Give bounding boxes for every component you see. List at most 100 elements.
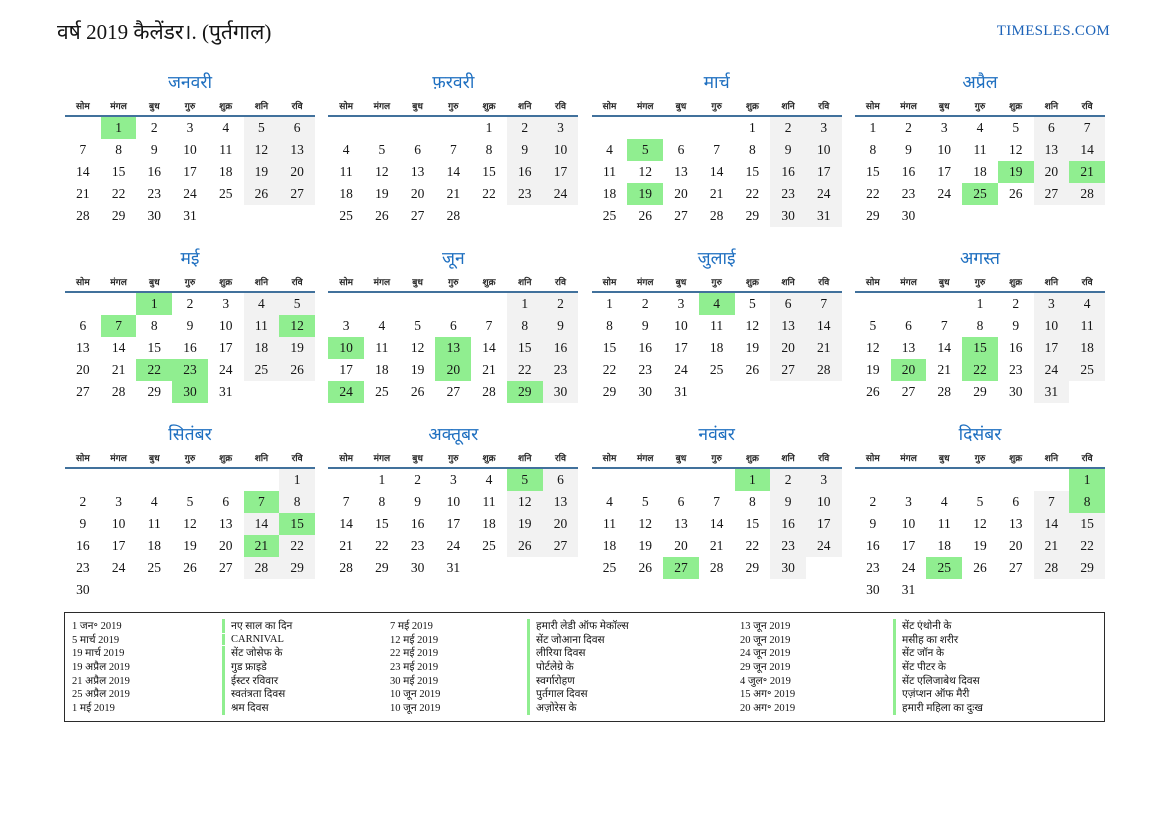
date-cell <box>855 293 891 315</box>
date-cell: 11 <box>375 340 389 355</box>
date-cell: 6 <box>279 117 315 139</box>
date-cell: 26 <box>183 560 197 575</box>
date-cell-holiday: 7 <box>243 491 280 513</box>
date-cell <box>806 381 842 403</box>
month-september: सितंबर सोम मंगल बुध गुरु शुक्र शनि रवि 1 2 3 4 5 6 7 8 9… <box>65 422 315 598</box>
date-cell <box>926 293 962 315</box>
week-row: 16 17 18 19 20 21 22 <box>855 535 1105 557</box>
legend-entry: 15 अग॰ 2019 एज़ंप्शन ऑफ मैरी <box>740 687 983 702</box>
legend-holiday-name: स्वर्गारोहण <box>527 673 740 688</box>
date-cell <box>244 469 280 491</box>
date-cell: 6 <box>1012 494 1020 509</box>
weekday-header: शनि <box>254 277 269 287</box>
date-cell: 7 <box>342 494 350 509</box>
date-cell: 18 <box>147 538 162 553</box>
date-cell: 19 <box>375 186 389 201</box>
date-cell: 12 <box>1008 142 1023 157</box>
date-cell: 31 <box>218 384 233 399</box>
weekday-header: गुरु <box>711 453 722 463</box>
weekday-header-row: सोम मंगल बुध गुरु शुक्र शनि रवि <box>328 451 579 469</box>
date-cell <box>962 579 998 601</box>
date-cell: 29 <box>111 208 126 223</box>
month-title-december: दिसंबर <box>958 424 1002 444</box>
date-cell: 22 <box>482 186 496 201</box>
date-cell: 7 <box>805 293 842 315</box>
date-cell-holiday: 7 <box>100 315 137 337</box>
date-cell: 16 <box>1008 340 1023 355</box>
date-cell: 25 <box>602 208 617 223</box>
weekday-header: गुरु <box>974 277 986 287</box>
weekday-header: बुध <box>938 453 950 463</box>
date-cell: 3 <box>1033 293 1070 315</box>
weekday-header: शुक्र <box>745 101 759 111</box>
date-cell-holiday: 23 <box>172 359 208 381</box>
date-cell: 7 <box>940 318 948 333</box>
date-cell: 14 <box>76 164 90 179</box>
weekday-header: शुक्र <box>219 277 233 287</box>
weekday-header: सोम <box>865 277 880 287</box>
weekday-header: मंगल <box>373 101 391 111</box>
date-cell <box>663 117 699 139</box>
date-cell: 31 <box>674 384 688 399</box>
week-row: 25 26 27 28 29 30 <box>592 557 842 579</box>
date-cell: 10 <box>805 491 842 513</box>
week-row: 19 20 21 22 23 24 25 <box>855 359 1105 381</box>
legend-date: 19 अप्रैल 2019 <box>72 661 130 673</box>
date-cell: 24 <box>542 183 579 205</box>
date-cell: 9 <box>770 139 806 161</box>
weekday-header: सोम <box>602 101 617 111</box>
month-title-march: मार्च <box>703 72 730 92</box>
date-cell: 30 <box>638 384 652 399</box>
date-cell: 26 <box>973 560 987 575</box>
date-cell: 6 <box>542 469 579 491</box>
date-cell <box>1069 381 1105 403</box>
date-cell <box>592 117 628 139</box>
month-june: जून सोम मंगल बुध गुरु शुक्र शनि रवि 1 2 3 4 5 6 7 8 9 10 1… <box>328 246 579 422</box>
date-cell: 4 <box>342 142 350 157</box>
weekday-header-row: सोम मंगल बुध गुरु शुक्र शनि रवि <box>591 275 842 293</box>
date-cell: 23 <box>770 183 806 205</box>
date-cell: 5 <box>186 494 194 509</box>
date-cell: 10 <box>805 139 842 161</box>
date-cell: 8 <box>279 491 315 513</box>
date-cell: 5 <box>976 494 984 509</box>
date-cell: 27 <box>1033 183 1070 205</box>
weekday-header: बुध <box>938 101 950 111</box>
week-row: 8 9 10 11 12 13 14 <box>592 315 842 337</box>
date-cell: 31 <box>446 560 461 575</box>
date-cell: 30 <box>542 381 579 403</box>
week-row: 8 9 10 11 12 13 14 <box>855 139 1105 161</box>
weekday-header: रवि <box>554 101 566 111</box>
weekday-header: रवि <box>554 277 566 287</box>
date-cell-holiday: 1 <box>136 293 173 315</box>
date-cell <box>101 293 137 315</box>
date-cell: 24 <box>805 183 842 205</box>
week-row: 28 29 30 31 <box>65 205 315 227</box>
date-cell <box>136 579 172 601</box>
date-cell <box>891 469 927 491</box>
weekday-header: रवि <box>818 101 830 111</box>
date-cell: 28 <box>76 208 90 223</box>
week-row: 18 19 20 21 22 23 24 <box>328 183 579 205</box>
site-link[interactable]: TIMESLES.COM <box>996 23 1110 39</box>
legend-date: 19 मार्च 2019 <box>72 648 125 660</box>
date-cell: 11 <box>147 516 161 531</box>
weekday-header-row: सोम मंगल बुध गुरु शुक्र शनि रवि <box>854 451 1105 469</box>
date-cell <box>244 205 280 227</box>
weekday-header: सोम <box>339 453 354 463</box>
date-cell: 14 <box>805 315 842 337</box>
date-cell: 9 <box>869 516 877 531</box>
weekday-header: बुध <box>412 277 423 287</box>
week-row: 5 6 7 8 9 10 11 <box>855 315 1105 337</box>
date-cell-holiday: 20 <box>890 359 927 381</box>
date-cell: 18 <box>937 538 952 553</box>
weekday-header: गुरु <box>974 101 986 111</box>
weekday-header: रवि <box>1081 453 1093 463</box>
weekday-header: मंगल <box>373 453 391 463</box>
date-cell <box>172 579 208 601</box>
week-row: 11 12 13 14 15 16 17 <box>328 161 579 183</box>
date-cell: 28 <box>1033 557 1070 579</box>
week-row: 1 <box>65 469 315 491</box>
weekday-header: शनि <box>781 101 795 111</box>
